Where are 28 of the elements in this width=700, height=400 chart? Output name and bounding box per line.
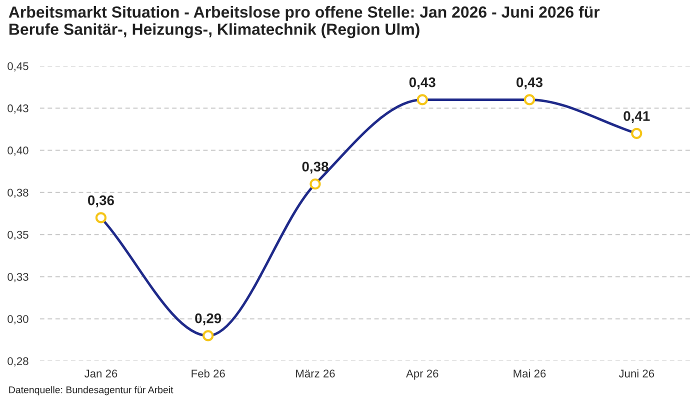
x-tick-label: Feb 26 xyxy=(192,369,225,378)
x-tick-label: März 26 xyxy=(296,370,335,378)
data-label: 0,41 xyxy=(624,111,650,123)
y-tick-label: 0,38 xyxy=(8,188,28,198)
x-tick-label: Apr 26 xyxy=(406,370,438,380)
data-label: 0,43 xyxy=(409,77,436,90)
point xyxy=(416,94,428,106)
data-label: 0,43 xyxy=(516,77,543,90)
y-tick-label: 0,43 xyxy=(8,104,28,114)
chart-title: Arbeitsmarkt Situation - Arbeitslose pro offene Stelle: Jan 2026 - Juni 2026 für Berufe Sanitär-, Heizungs-, Klimatechnik (Region Ulm) xyxy=(8,6,600,38)
y-tick-label: 0,30 xyxy=(8,315,28,324)
text: Datenquelle: Bundesagentur für Arbeit xyxy=(9,386,174,396)
x-tick-label: Juni 26 xyxy=(618,369,654,378)
point xyxy=(202,330,214,342)
data-label: 0,36 xyxy=(88,195,114,208)
y-tick-label: 0,28 xyxy=(8,357,28,366)
y-tick-label: 0,35 xyxy=(8,230,28,240)
y-tick-label: 0,33 xyxy=(8,272,28,282)
point xyxy=(631,128,642,139)
y-tick-label: 0,40 xyxy=(8,146,28,156)
x-tick-label: Mai 26 xyxy=(514,369,546,378)
data-label: 0,29 xyxy=(195,313,222,326)
point xyxy=(95,212,107,224)
point xyxy=(524,94,536,106)
data-label: 0,38 xyxy=(302,162,328,174)
point xyxy=(310,178,321,190)
x-tick-label: Jan 26 xyxy=(84,370,118,378)
y-tick-label: 0,45 xyxy=(8,62,28,72)
